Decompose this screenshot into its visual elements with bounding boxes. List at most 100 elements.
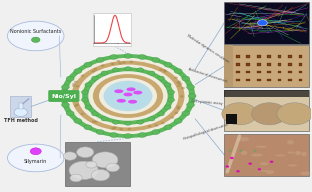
Circle shape	[93, 74, 163, 118]
Circle shape	[112, 68, 119, 72]
Circle shape	[236, 170, 240, 172]
Circle shape	[158, 112, 164, 116]
Ellipse shape	[288, 164, 297, 166]
Bar	[267, 71, 271, 74]
Ellipse shape	[300, 171, 311, 175]
Circle shape	[91, 70, 95, 72]
Circle shape	[161, 122, 165, 124]
Circle shape	[176, 82, 180, 84]
Circle shape	[176, 107, 180, 110]
Circle shape	[81, 98, 88, 102]
Circle shape	[61, 102, 69, 107]
Circle shape	[187, 102, 194, 107]
Bar	[257, 63, 261, 65]
Circle shape	[177, 81, 181, 83]
Ellipse shape	[260, 162, 268, 165]
Bar	[224, 105, 309, 106]
Circle shape	[148, 125, 151, 127]
Bar	[246, 63, 250, 65]
Circle shape	[163, 70, 167, 73]
Ellipse shape	[128, 100, 137, 104]
Circle shape	[74, 105, 78, 107]
Bar	[257, 55, 261, 58]
Circle shape	[152, 57, 160, 62]
Circle shape	[251, 103, 287, 125]
Bar	[226, 114, 237, 124]
Ellipse shape	[301, 152, 307, 156]
Circle shape	[14, 108, 27, 116]
Circle shape	[129, 61, 133, 63]
Circle shape	[122, 61, 126, 64]
Circle shape	[174, 118, 182, 123]
Circle shape	[111, 63, 115, 65]
Circle shape	[92, 76, 98, 80]
Circle shape	[168, 98, 175, 102]
Ellipse shape	[133, 91, 142, 94]
Bar	[65, 142, 129, 186]
Bar	[224, 90, 309, 131]
Circle shape	[81, 74, 85, 77]
Bar	[246, 71, 250, 74]
Bar	[278, 71, 281, 74]
Ellipse shape	[117, 99, 126, 103]
Circle shape	[171, 116, 174, 119]
Circle shape	[155, 124, 158, 127]
Ellipse shape	[287, 140, 294, 145]
Ellipse shape	[251, 154, 263, 157]
Bar	[236, 79, 240, 81]
Circle shape	[88, 71, 168, 121]
Circle shape	[91, 169, 110, 181]
Circle shape	[96, 130, 104, 135]
Circle shape	[82, 67, 174, 125]
Circle shape	[76, 85, 79, 87]
Circle shape	[77, 147, 94, 158]
Bar	[278, 55, 281, 58]
Circle shape	[182, 76, 190, 81]
Ellipse shape	[295, 151, 301, 155]
Circle shape	[104, 81, 153, 111]
Text: Histopathological observation: Histopathological observation	[183, 122, 229, 141]
Circle shape	[94, 121, 97, 123]
Bar	[236, 63, 240, 65]
Bar	[236, 55, 240, 58]
FancyBboxPatch shape	[48, 90, 80, 102]
Circle shape	[248, 162, 252, 165]
Circle shape	[159, 69, 163, 71]
Bar	[246, 55, 250, 58]
Bar	[288, 71, 292, 74]
Circle shape	[168, 90, 175, 94]
Bar	[267, 55, 271, 58]
Circle shape	[119, 128, 123, 130]
Circle shape	[74, 81, 78, 83]
Circle shape	[222, 103, 257, 125]
Circle shape	[71, 61, 184, 131]
Ellipse shape	[241, 151, 247, 155]
Ellipse shape	[7, 21, 64, 51]
Circle shape	[32, 37, 40, 42]
Circle shape	[74, 118, 82, 123]
Text: Cell cytotoxic assay: Cell cytotoxic assay	[191, 99, 223, 105]
Circle shape	[164, 83, 171, 87]
Circle shape	[180, 95, 183, 97]
Circle shape	[137, 120, 144, 124]
Text: Nio/Syl: Nio/Syl	[51, 94, 76, 98]
Circle shape	[164, 105, 171, 109]
Circle shape	[101, 65, 105, 67]
Circle shape	[67, 58, 189, 134]
Bar	[224, 134, 309, 176]
Circle shape	[240, 150, 242, 152]
Bar	[224, 45, 309, 87]
Circle shape	[60, 94, 68, 98]
Circle shape	[84, 62, 92, 67]
Circle shape	[277, 103, 312, 125]
Bar	[93, 13, 131, 46]
Circle shape	[106, 163, 119, 172]
Circle shape	[78, 65, 178, 127]
Circle shape	[85, 83, 92, 87]
Bar	[299, 55, 302, 58]
Circle shape	[181, 87, 185, 89]
Circle shape	[84, 125, 92, 130]
Bar	[224, 2, 309, 44]
Ellipse shape	[237, 137, 249, 141]
Text: Molecular dynamics simulation: Molecular dynamics simulation	[186, 34, 230, 64]
